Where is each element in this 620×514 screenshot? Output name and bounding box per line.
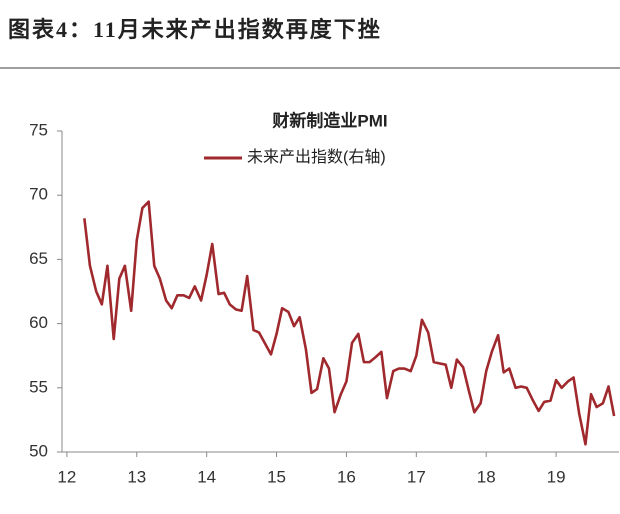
x-tick-label: 16 bbox=[337, 467, 356, 486]
x-tick-label: 17 bbox=[407, 467, 426, 486]
x-tick-label: 19 bbox=[547, 467, 566, 486]
y-tick-label: 50 bbox=[29, 441, 48, 460]
x-tick-label: 15 bbox=[267, 467, 286, 486]
y-tick-label: 55 bbox=[29, 377, 48, 396]
x-tick-label: 14 bbox=[197, 467, 216, 486]
legend-label: 未来产出指数(右轴) bbox=[247, 148, 386, 166]
page-title: 图表4：11月未来产出指数再度下挫 bbox=[8, 17, 382, 42]
x-tick-label: 13 bbox=[127, 467, 146, 486]
y-tick-label: 60 bbox=[29, 313, 48, 332]
chart-title: 财新制造业PMI bbox=[271, 110, 387, 130]
x-tick-label: 18 bbox=[477, 467, 496, 486]
y-tick-label: 75 bbox=[29, 120, 48, 139]
y-tick-label: 70 bbox=[29, 185, 48, 204]
series-line bbox=[83, 200, 616, 446]
y-tick-label: 65 bbox=[29, 249, 48, 268]
x-tick-label: 12 bbox=[57, 467, 76, 486]
